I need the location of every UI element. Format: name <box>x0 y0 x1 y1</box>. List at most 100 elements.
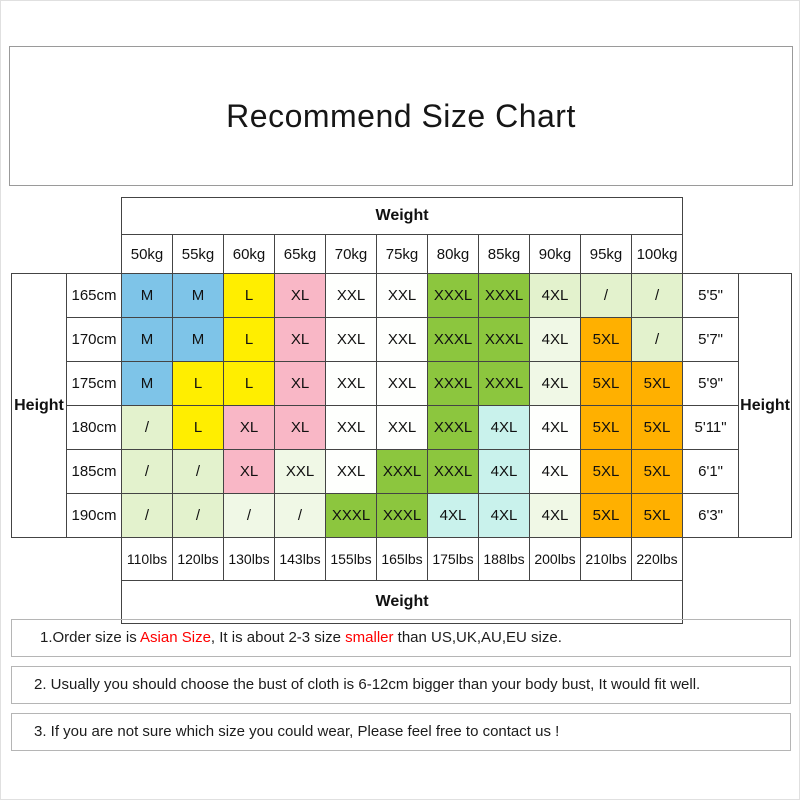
height-ft-label: 5'11" <box>682 405 740 450</box>
height-cm-label: 170cm <box>66 317 122 362</box>
size-cell: XL <box>274 317 326 362</box>
height-cm-label: 175cm <box>66 361 122 406</box>
size-cell: XXL <box>325 361 377 406</box>
weight-lbs-header: 165lbs <box>376 537 428 581</box>
size-cell: M <box>121 317 173 362</box>
size-cell: XXL <box>376 317 428 362</box>
weight-header-top: Weight <box>120 197 684 235</box>
spacer-cell <box>683 581 792 624</box>
size-cell: 5XL <box>580 405 632 450</box>
note2-text: 2. Usually you should choose the bust of… <box>34 676 701 693</box>
note1-text-b: , It is about 2-3 size <box>210 629 346 646</box>
size-cell: XXXL <box>427 317 479 362</box>
weight-lbs-header: 130lbs <box>223 537 275 581</box>
weight-header-bottom: Weight <box>120 580 684 624</box>
size-cell: 4XL <box>529 273 581 318</box>
size-cell: / <box>172 493 224 538</box>
size-cell: XXL <box>325 449 377 494</box>
size-cell: 4XL <box>478 493 530 538</box>
size-cell: L <box>223 317 275 362</box>
weight-kg-header: 85kg <box>478 234 530 274</box>
weight-kg-header: 60kg <box>223 234 275 274</box>
note3-text: 3. If you are not sure which size you co… <box>34 723 560 740</box>
height-ft-label: 5'7" <box>682 317 740 362</box>
size-cell: 4XL <box>529 449 581 494</box>
height-header-right: Height <box>738 273 793 538</box>
height-cm-label: 185cm <box>66 449 122 494</box>
weight-kg-header: 100kg <box>630 234 684 274</box>
weight-kg-header: 80kg <box>427 234 479 274</box>
size-cell: / <box>172 449 224 494</box>
weight-kg-header: 55kg <box>172 234 224 274</box>
size-cell: M <box>121 273 173 318</box>
weight-lbs-header: 143lbs <box>274 537 326 581</box>
size-cell: 5XL <box>630 493 684 538</box>
weight-lbs-header: 188lbs <box>478 537 530 581</box>
size-cell: XXL <box>325 273 377 318</box>
weight-lbs-header: 220lbs <box>630 537 684 581</box>
size-cell: / <box>121 405 173 450</box>
height-ft-label: 5'5" <box>682 273 740 318</box>
weight-kg-header: 95kg <box>580 234 632 274</box>
size-cell: XXL <box>325 317 377 362</box>
page-title: Recommend Size Chart <box>226 97 576 134</box>
size-cell: 5XL <box>630 361 684 406</box>
spacer-cell <box>12 581 122 624</box>
size-cell: 4XL <box>529 405 581 450</box>
size-cell: XXXL <box>478 317 530 362</box>
size-note-3: 3. If you are not sure which size you co… <box>11 713 791 751</box>
height-header-left: Height <box>11 273 67 538</box>
size-cell: XL <box>223 405 275 450</box>
size-cell: XL <box>223 449 275 494</box>
size-cell: XXXL <box>325 493 377 538</box>
height-cm-label: 180cm <box>66 405 122 450</box>
size-cell: 4XL <box>478 405 530 450</box>
weight-lbs-header: 210lbs <box>580 537 632 581</box>
size-cell: XL <box>274 273 326 318</box>
spacer-cell <box>683 198 792 235</box>
size-cell: M <box>121 361 173 406</box>
size-cell: 5XL <box>630 449 684 494</box>
spacer-cell <box>683 538 792 581</box>
spacer-cell <box>12 235 122 274</box>
size-table-body: Weight 50kg 55kg 60kg 65kg 70kg 75kg 80kg 85kg 90… <box>11 197 793 624</box>
size-cell: XL <box>274 361 326 406</box>
size-cell: / <box>274 493 326 538</box>
size-cell: L <box>223 361 275 406</box>
weight-lbs-header: 120lbs <box>172 537 224 581</box>
weight-kg-header: 50kg <box>121 234 173 274</box>
size-note-1: 1.Order size is Asian Size, It is about … <box>11 619 791 657</box>
size-cell: 5XL <box>580 493 632 538</box>
spacer-cell <box>683 235 792 274</box>
size-cell: / <box>121 493 173 538</box>
note1-highlight-smaller: smaller <box>345 629 394 646</box>
size-cell: XXL <box>274 449 326 494</box>
size-cell: 4XL <box>529 317 581 362</box>
height-ft-label: 6'3" <box>682 493 740 538</box>
size-cell: XXXL <box>427 361 479 406</box>
weight-lbs-header: 175lbs <box>427 537 479 581</box>
spacer-cell <box>12 198 122 235</box>
size-cell: XXXL <box>427 405 479 450</box>
size-cell: XXXL <box>376 493 428 538</box>
size-cell: / <box>630 317 684 362</box>
weight-kg-header: 90kg <box>529 234 581 274</box>
size-cell: / <box>630 273 684 318</box>
height-cm-label: 165cm <box>66 273 122 318</box>
weight-lbs-header: 200lbs <box>529 537 581 581</box>
size-cell: 4XL <box>529 493 581 538</box>
weight-kg-header: 75kg <box>376 234 428 274</box>
size-cell: XXL <box>376 273 428 318</box>
size-cell: / <box>121 449 173 494</box>
size-cell: / <box>223 493 275 538</box>
size-cell: XXL <box>376 361 428 406</box>
size-cell: 5XL <box>580 317 632 362</box>
size-cell: XXXL <box>478 361 530 406</box>
size-table: Weight 50kg 55kg 60kg 65kg 70kg 75kg 80kg 85kg 90… <box>11 197 793 624</box>
size-cell: 5XL <box>630 405 684 450</box>
note1-text-a: 1.Order size is <box>40 629 141 646</box>
spacer-cell <box>12 538 122 581</box>
size-cell: 5XL <box>580 449 632 494</box>
size-cell: 5XL <box>580 361 632 406</box>
